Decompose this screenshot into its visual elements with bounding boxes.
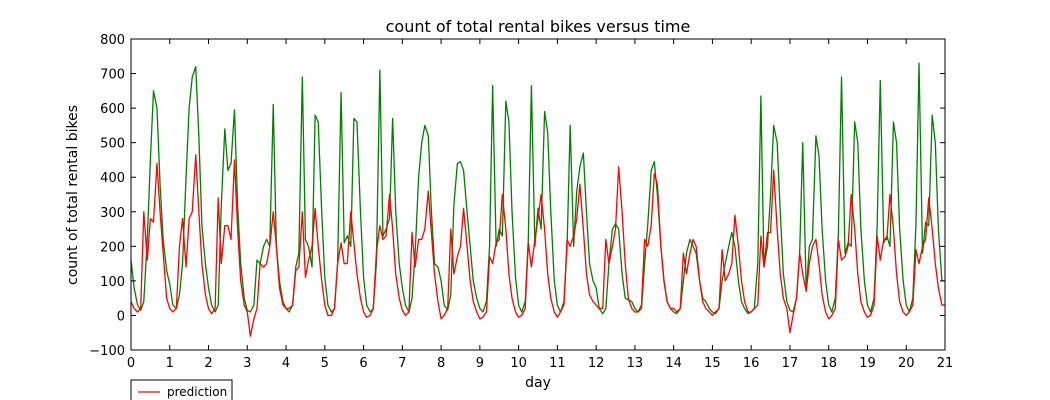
y-tick-label: 300 (100, 206, 125, 221)
x-tick-label: 2 (204, 356, 212, 371)
x-tick-label: 7 (398, 356, 406, 371)
series-line-actual (130, 62, 945, 315)
series-line-prediction (130, 154, 945, 337)
x-tick-label: 1 (166, 356, 174, 371)
x-axis-label: day (525, 375, 551, 391)
x-tick-label: 0 (127, 356, 135, 371)
series-layer (130, 62, 945, 337)
x-tick-label: 21 (937, 356, 954, 371)
x-axis: 0 1 2 3 4 5 6 7 8 9 10 11 12 13 14 15 16 17 18 19 20 21 (127, 39, 953, 371)
x-tick-label: 9 (476, 356, 484, 371)
legend-box (130, 379, 233, 400)
x-tick-label: 10 (510, 356, 527, 371)
y-tick-label: 600 (100, 102, 125, 117)
x-tick-label: 20 (898, 356, 915, 371)
x-tick-label: 11 (549, 356, 566, 371)
x-tick-label: 5 (321, 356, 329, 371)
y-axis-label: count of total rental bikes (65, 105, 81, 285)
x-tick-label: 18 (820, 356, 837, 371)
x-tick-label: 12 (588, 356, 605, 371)
x-tick-label: 4 (282, 356, 290, 371)
y-axis: −100 0 100 200 300 400 500 600 700 800 (89, 33, 945, 359)
x-tick-label: 3 (243, 356, 251, 371)
y-tick-label: 800 (100, 33, 125, 48)
x-tick-label: 6 (359, 356, 367, 371)
x-tick-label: 14 (665, 356, 682, 371)
legend: prediction (130, 379, 233, 400)
plot-area (131, 39, 945, 350)
chart-title: count of total rental bikes versus time (386, 17, 691, 36)
x-tick-label: 15 (704, 356, 721, 371)
y-tick-label: 400 (100, 171, 125, 186)
y-tick-label: 100 (100, 275, 125, 290)
legend-label-prediction: prediction (167, 385, 227, 399)
x-tick-label: 19 (859, 356, 876, 371)
x-tick-label: 8 (437, 356, 445, 371)
x-tick-label: 17 (782, 356, 799, 371)
y-tick-label: 500 (100, 137, 125, 152)
x-tick-label: 16 (743, 356, 760, 371)
y-tick-label: 0 (117, 309, 125, 324)
x-tick-label: 13 (627, 356, 644, 371)
plot-frame (130, 38, 946, 351)
y-tick-label: 700 (100, 68, 125, 83)
y-tick-label: 200 (100, 240, 125, 255)
y-tick-label: −100 (89, 344, 125, 359)
